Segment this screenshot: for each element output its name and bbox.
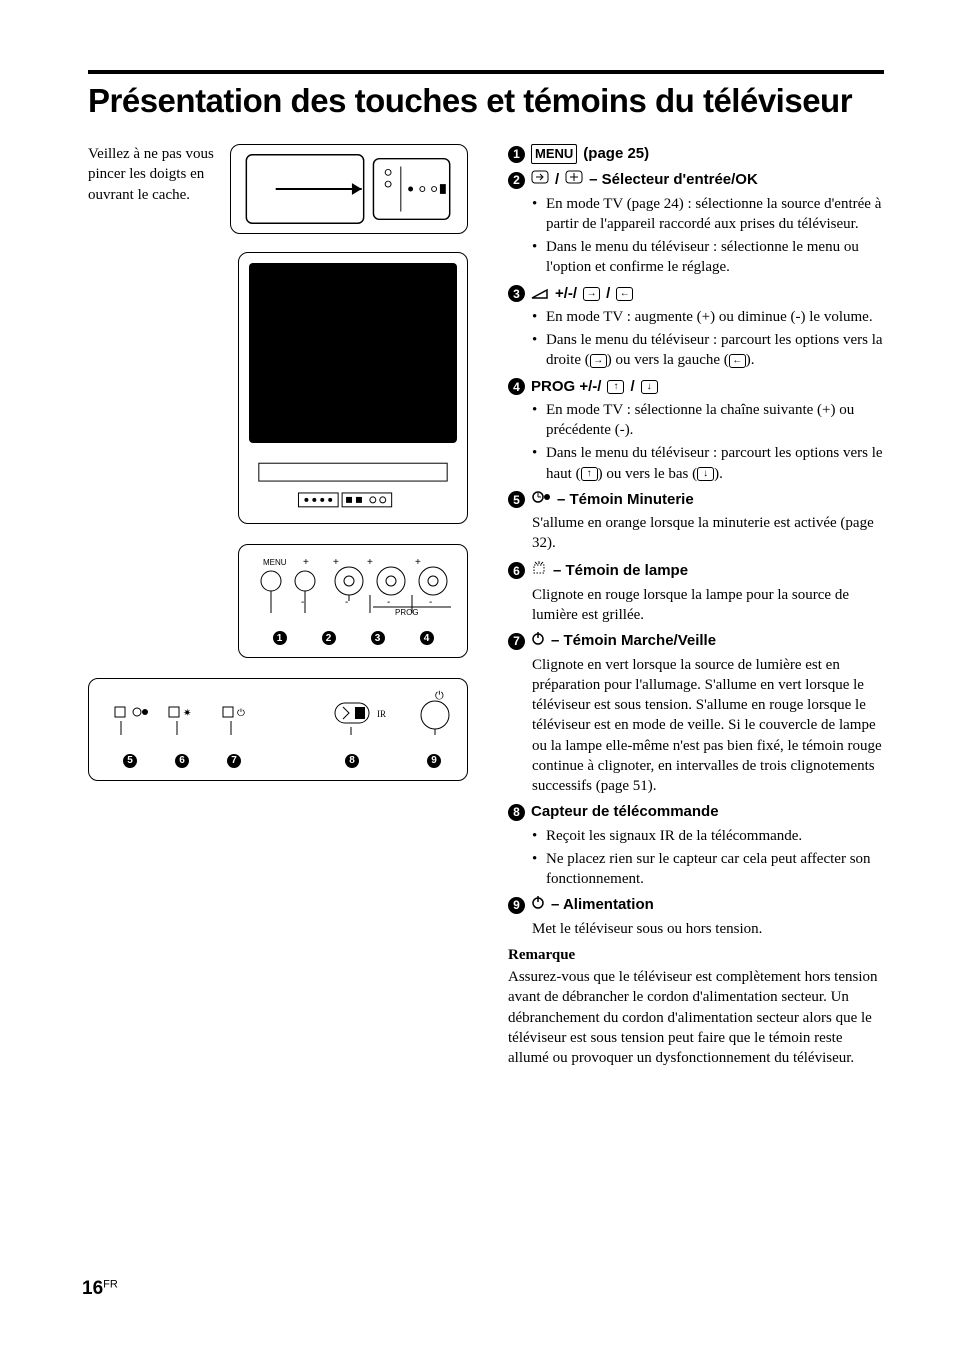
menu-label: MENU (263, 558, 287, 567)
item-6-title: – Témoin de lampe (553, 561, 688, 581)
timer-icon (531, 490, 551, 510)
badge-8: 8 (508, 804, 525, 821)
arrow-right-icon-inline: → (590, 354, 607, 368)
item-3-label: +/-/ (555, 284, 577, 304)
callout-9: 9 (427, 754, 441, 768)
arrow-down-icon: ↓ (641, 380, 658, 394)
svg-text:+: + (333, 557, 339, 568)
item-2-title: – Sélecteur d'entrée/OK (589, 170, 758, 190)
item-2-bullet-1: En mode TV (page 24) : sélectionne la so… (532, 194, 884, 235)
callout-4: 4 (420, 631, 434, 645)
item-5-body: S'allume en orange lorsque la minuterie … (532, 513, 884, 554)
ok-icon (565, 170, 583, 190)
page-number: 16FR (82, 1278, 118, 1300)
item-3-bullet-2: Dans le menu du téléviseur : parcourt le… (532, 330, 884, 371)
svg-text:+: + (303, 557, 309, 568)
item-1: 1 MENU (page 25) (508, 144, 884, 164)
page-title: Présentation des touches et témoins du t… (88, 82, 884, 120)
lamp-icon (531, 560, 547, 582)
item-4-label: PROG +/-/ (531, 377, 601, 397)
badge-2: 2 (508, 172, 525, 189)
badge-9: 9 (508, 897, 525, 914)
callout-6: 6 (175, 754, 189, 768)
arrow-left-icon: ← (616, 287, 633, 301)
arrow-up-icon-inline: ↑ (581, 467, 598, 481)
item-8-bullet-2: Ne placez rien sur le capteur car cela p… (532, 849, 884, 890)
item-8-bullet-1: Reçoit les signaux IR de la télécommande… (532, 826, 884, 846)
note-body: Assurez-vous que le téléviseur est compl… (508, 967, 884, 1068)
callout-2: 2 (322, 631, 336, 645)
item-8: 8 Capteur de télécommande Reçoit les sig… (508, 802, 884, 889)
item-3: 3 +/-/→/← En mode TV : augmente (+) ou d… (508, 284, 884, 371)
badge-4: 4 (508, 378, 525, 395)
svg-text:-: - (387, 597, 390, 608)
item-1-suffix: (page 25) (583, 144, 649, 164)
callout-7: 7 (227, 754, 241, 768)
item-9-body: Met le téléviseur sous ou hors tension. (532, 919, 884, 939)
power-icon-2 (531, 895, 545, 915)
callout-8: 8 (345, 754, 359, 768)
item-2: 2 / – Sélecteur d'entrée/OK En mode TV (… (508, 170, 884, 277)
callout-5: 5 (123, 754, 137, 768)
item-7: 7 – Témoin Marche/Veille Clignote en ver… (508, 631, 884, 796)
controls-panel-bottom: ⏻ ✷ ⏻ IR (88, 678, 468, 780)
arrow-up-icon: ↑ (607, 380, 624, 394)
badge-7: 7 (508, 633, 525, 650)
item-7-body: Clignote en vert lorsque la source de lu… (532, 655, 884, 797)
item-8-title: Capteur de télécommande (531, 802, 719, 822)
svg-text:-: - (301, 597, 304, 608)
svg-text:⏻: ⏻ (435, 690, 444, 702)
badge-1: 1 (508, 146, 525, 163)
svg-text:✷: ✷ (183, 708, 191, 719)
arrow-right-icon: → (583, 287, 600, 301)
controls-panel-top: MENU + + + + - - (238, 544, 468, 658)
arrow-down-icon-inline: ↓ (697, 467, 714, 481)
item-6-body: Clignote en rouge lorsque la lampe pour … (532, 585, 884, 626)
tv-diagram: MENU + + + + - - (88, 252, 468, 781)
volume-icon (531, 284, 549, 304)
callout-3: 3 (371, 631, 385, 645)
input-icon (531, 170, 549, 190)
svg-text:⏻: ⏻ (237, 708, 245, 719)
item-9-title: – Alimentation (551, 895, 654, 915)
item-6: 6 – Témoin de lampe Clignote en rouge lo… (508, 560, 884, 626)
item-9: 9 – Alimentation Met le téléviseur sous … (508, 895, 884, 939)
cover-diagram (230, 144, 468, 234)
left-column: Veillez à ne pas vous pincer les doigts … (88, 144, 468, 1068)
item-4-bullet-2: Dans le menu du téléviseur : parcourt le… (532, 443, 884, 484)
item-4: 4 PROG +/-/↑/↓ En mode TV : sélectionne … (508, 377, 884, 484)
menu-box-label: MENU (531, 144, 577, 164)
item-2-bullet-2: Dans le menu du téléviseur : sélectionne… (532, 237, 884, 278)
svg-text:+: + (415, 557, 421, 568)
badge-5: 5 (508, 491, 525, 508)
warning-text: Veillez à ne pas vous pincer les doigts … (88, 144, 220, 205)
badge-3: 3 (508, 285, 525, 302)
item-7-title: – Témoin Marche/Veille (551, 631, 716, 651)
item-4-bullet-1: En mode TV : sélectionne la chaîne suiva… (532, 400, 884, 441)
item-5: 5 – Témoin Minuterie S'allume en orange … (508, 490, 884, 554)
svg-text:IR: IR (377, 709, 386, 719)
callout-1: 1 (273, 631, 287, 645)
svg-text:-: - (345, 597, 348, 608)
svg-text:-: - (429, 597, 432, 608)
item-3-bullet-1: En mode TV : augmente (+) ou diminue (-)… (532, 307, 884, 327)
power-icon (531, 631, 545, 651)
badge-6: 6 (508, 562, 525, 579)
prog-label: PROG (395, 608, 419, 617)
svg-text:+: + (367, 557, 373, 568)
arrow-left-icon-inline: ← (729, 354, 746, 368)
item-5-title: – Témoin Minuterie (557, 490, 694, 510)
right-column: 1 MENU (page 25) 2 / – Sélecteur d'entré… (508, 144, 884, 1068)
note-heading: Remarque (508, 945, 884, 965)
